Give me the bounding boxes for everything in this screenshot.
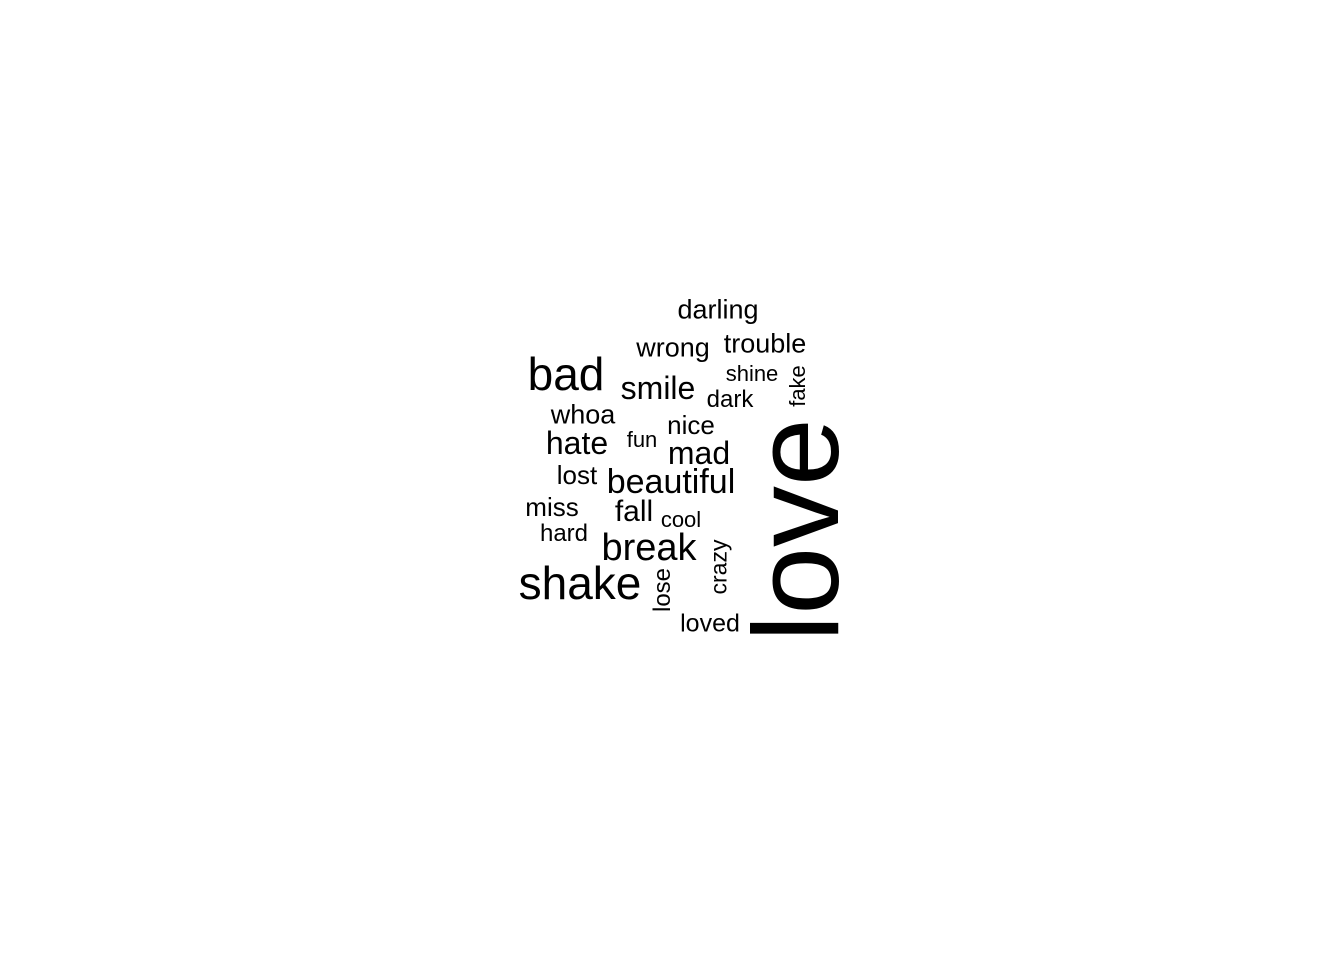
word-hard: hard <box>539 520 589 547</box>
word-bad: bad <box>527 348 605 400</box>
word-wrong: wrong <box>636 332 710 363</box>
word-fake: fake <box>785 365 810 407</box>
word-smile: smile <box>620 370 696 406</box>
word-shine: shine <box>725 361 779 386</box>
word-whoa: whoa <box>550 399 616 430</box>
word-break: break <box>601 527 697 569</box>
word-cool: cool <box>660 507 702 532</box>
word-lost: lost <box>556 460 598 490</box>
word-shake: shake <box>518 557 642 609</box>
word-fall: fall <box>614 495 654 528</box>
word-fun: fun <box>626 427 658 452</box>
word-hate: hate <box>545 425 609 461</box>
word-dark: dark <box>706 386 754 413</box>
word-lose: lose <box>649 567 676 613</box>
word-crazy: crazy <box>705 539 732 595</box>
word-darling: darling <box>677 294 759 325</box>
word-beautiful: beautiful <box>606 463 736 501</box>
word-mad: mad <box>667 435 731 471</box>
word-loved: loved <box>680 609 740 638</box>
word-miss: miss <box>525 492 579 522</box>
word-trouble: trouble <box>723 328 807 359</box>
word-nice: nice <box>667 410 715 440</box>
word-love: love <box>728 418 864 642</box>
